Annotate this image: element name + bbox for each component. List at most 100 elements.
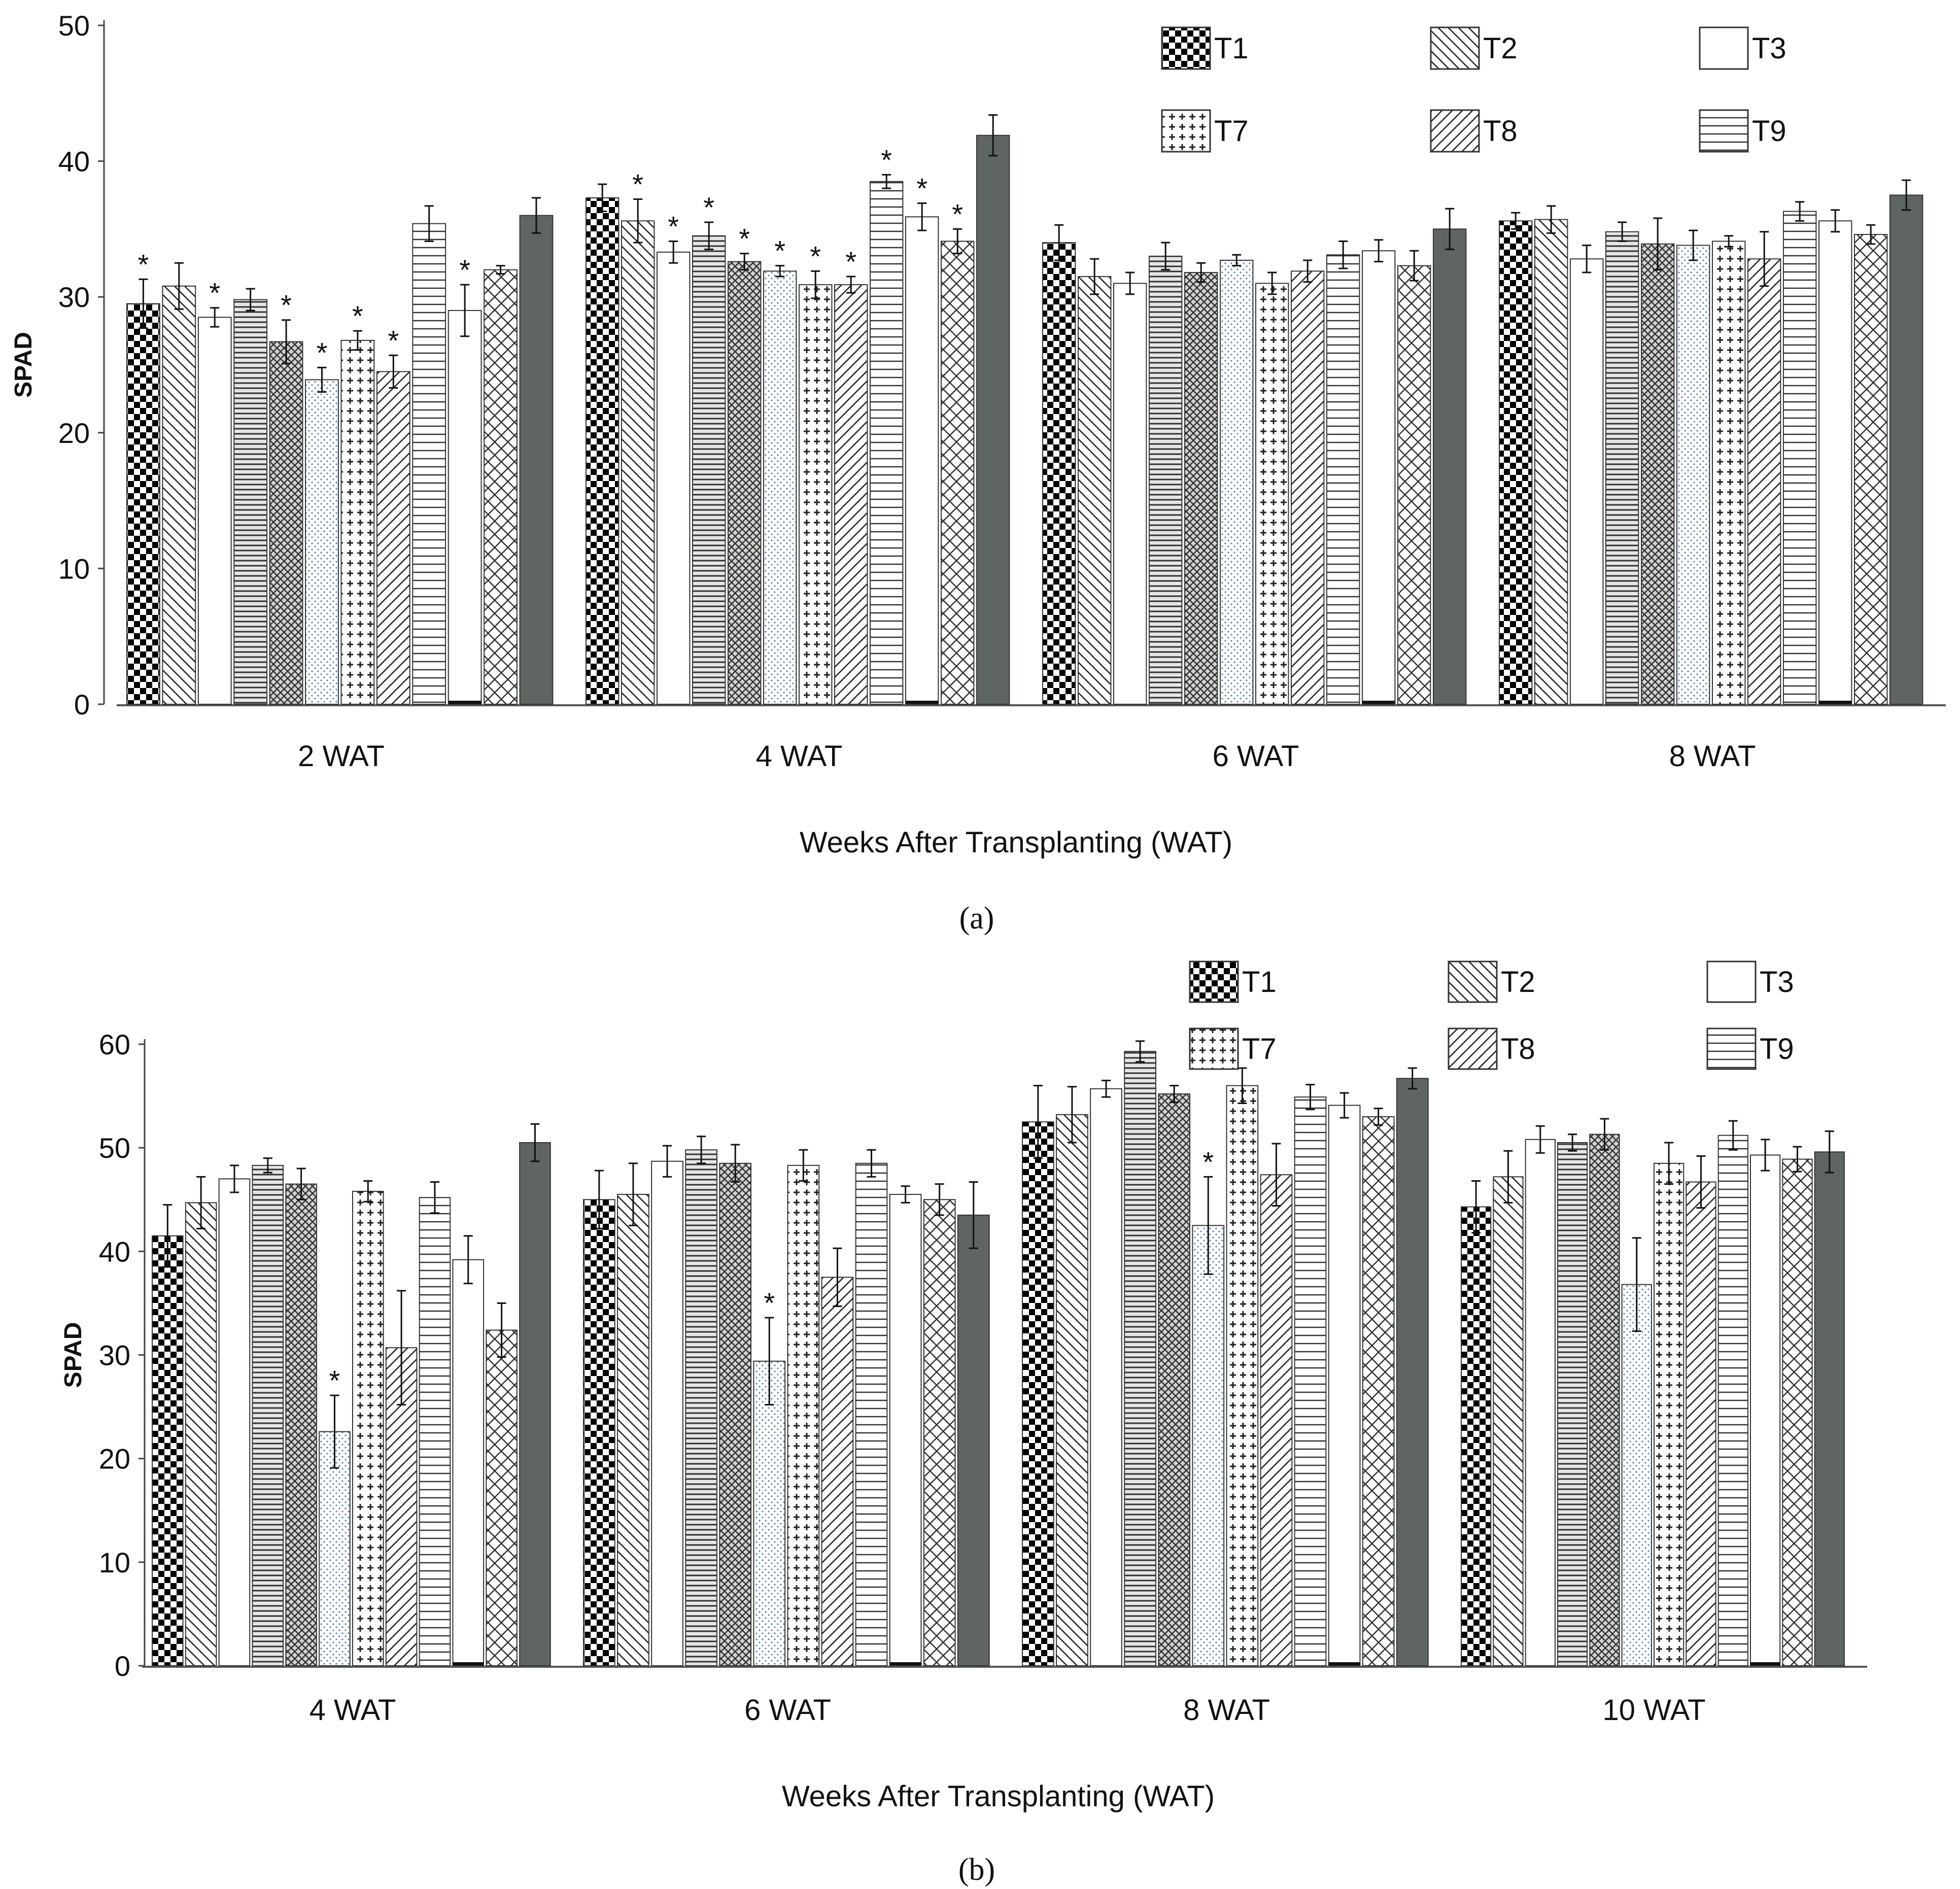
bar-t8 bbox=[1260, 1174, 1293, 1666]
bar-t11 bbox=[486, 1329, 518, 1666]
x-category-label: 6 WAT bbox=[1213, 740, 1299, 773]
bar-t7 bbox=[787, 1164, 820, 1666]
chart-panel-b: 0 10 20 30 40 50 60 SPAD * 4 WAT * 6 WAT * 8 WAT 10 WA… bbox=[60, 960, 1867, 1813]
significance-marker: * bbox=[764, 1287, 775, 1319]
x-category-label: 6 WAT bbox=[744, 1694, 831, 1727]
bar-t12 bbox=[976, 134, 1010, 705]
bar-t4 bbox=[692, 235, 726, 705]
caption-a: (a) bbox=[959, 901, 994, 936]
bar-t8 bbox=[1747, 258, 1781, 705]
bar-t2 bbox=[185, 1202, 217, 1666]
bar-t1 bbox=[152, 1235, 184, 1666]
x-category-label: 8 WAT bbox=[1183, 1694, 1270, 1727]
bar-t5 bbox=[1641, 243, 1675, 705]
y-tick-label: 40 bbox=[99, 1235, 130, 1267]
legend-label: T9 bbox=[1760, 1033, 1794, 1066]
bar-t3 bbox=[651, 1160, 683, 1666]
significance-marker: * bbox=[881, 144, 892, 176]
bar-t1 bbox=[1461, 1206, 1492, 1667]
bar-t2 bbox=[1078, 276, 1112, 705]
bar-t8 bbox=[1291, 270, 1325, 705]
bar-t3 bbox=[1113, 283, 1147, 705]
y-tick-label: 10 bbox=[58, 553, 90, 585]
bar-t5 bbox=[728, 261, 762, 705]
significance-marker: * bbox=[845, 246, 856, 278]
significance-marker: * bbox=[459, 254, 470, 286]
bar-t2 bbox=[1056, 1114, 1088, 1666]
bar-t2 bbox=[621, 220, 655, 705]
significance-marker: * bbox=[739, 223, 750, 255]
x-category-label: 10 WAT bbox=[1602, 1694, 1705, 1727]
x-category-label: 4 WAT bbox=[756, 740, 843, 773]
legend-label: T1 bbox=[1214, 32, 1249, 65]
bar-t3 bbox=[218, 1178, 251, 1667]
y-tick-label: 50 bbox=[58, 10, 90, 42]
bar-t4 bbox=[252, 1164, 284, 1666]
bar-t6 bbox=[305, 379, 339, 705]
bar-t1 bbox=[1042, 242, 1076, 705]
y-tick-label: 0 bbox=[115, 1650, 130, 1682]
bar-t10 bbox=[1362, 250, 1396, 705]
significance-marker: * bbox=[329, 1364, 340, 1396]
bar-t8 bbox=[1686, 1181, 1716, 1667]
legend-swatch-t1 bbox=[1189, 960, 1239, 1003]
bar-t7 bbox=[1226, 1085, 1259, 1667]
legend-swatch-t3 bbox=[1706, 960, 1757, 1003]
legend-label: T1 bbox=[1242, 966, 1277, 999]
bar-t6 bbox=[1192, 1225, 1225, 1667]
bar-t4 bbox=[685, 1149, 717, 1666]
bar-t8 bbox=[385, 1347, 418, 1666]
bar-t10 bbox=[1750, 1154, 1781, 1666]
bar-t6 bbox=[1621, 1284, 1652, 1667]
bar-t5 bbox=[269, 341, 303, 705]
legend-swatch-t1 bbox=[1161, 26, 1211, 70]
bar-t2 bbox=[617, 1194, 649, 1667]
bar-t1 bbox=[1022, 1121, 1054, 1666]
bar-t12 bbox=[1814, 1151, 1845, 1666]
bar-t10 bbox=[452, 1259, 485, 1667]
bar-t6 bbox=[1676, 245, 1710, 705]
y-tick-label: 50 bbox=[99, 1132, 130, 1164]
y-tick-label: 0 bbox=[74, 689, 90, 720]
legend-swatch-t8 bbox=[1430, 109, 1480, 153]
bar-t9 bbox=[1326, 254, 1360, 705]
bar-t12 bbox=[957, 1214, 990, 1666]
y-tick-label: 20 bbox=[99, 1443, 130, 1475]
legend-label: T2 bbox=[1501, 966, 1535, 999]
legend-swatch-t9 bbox=[1706, 1027, 1757, 1070]
bar-t4 bbox=[233, 299, 268, 705]
bar-t9 bbox=[870, 181, 904, 705]
bar-t12 bbox=[1889, 194, 1923, 705]
bar-t1 bbox=[586, 197, 620, 705]
significance-marker: * bbox=[668, 210, 679, 242]
bar-t9 bbox=[1294, 1096, 1327, 1666]
bar-t1 bbox=[583, 1199, 615, 1666]
bar-t12 bbox=[519, 1142, 551, 1666]
bar-t6 bbox=[753, 1360, 786, 1666]
legend-label: T2 bbox=[1483, 32, 1518, 65]
y-tick-label: 30 bbox=[58, 281, 90, 313]
legend-label: T9 bbox=[1752, 115, 1786, 148]
significance-marker: * bbox=[137, 248, 149, 280]
bar-t11 bbox=[1854, 234, 1888, 705]
bar-t5 bbox=[719, 1162, 752, 1667]
bar-t7 bbox=[1654, 1162, 1684, 1667]
bar-t7 bbox=[352, 1190, 384, 1667]
bar-t12 bbox=[519, 215, 554, 705]
bar-t11 bbox=[484, 269, 518, 705]
significance-marker: * bbox=[774, 235, 785, 267]
bar-t6 bbox=[763, 270, 797, 705]
bar-t2 bbox=[1493, 1176, 1524, 1666]
bar-t9 bbox=[855, 1162, 888, 1667]
legend-swatch-t3 bbox=[1699, 26, 1749, 70]
bar-t4 bbox=[1557, 1142, 1588, 1666]
bar-t11 bbox=[1397, 265, 1431, 705]
bar-t5 bbox=[1158, 1093, 1191, 1666]
bar-t1 bbox=[126, 303, 160, 705]
bar-t8 bbox=[834, 284, 868, 705]
x-axis-label: Weeks After Transplanting (WAT) bbox=[782, 1780, 1215, 1813]
significance-marker: * bbox=[632, 168, 643, 200]
legend-label: T8 bbox=[1501, 1033, 1535, 1066]
bar-t2 bbox=[162, 285, 196, 705]
